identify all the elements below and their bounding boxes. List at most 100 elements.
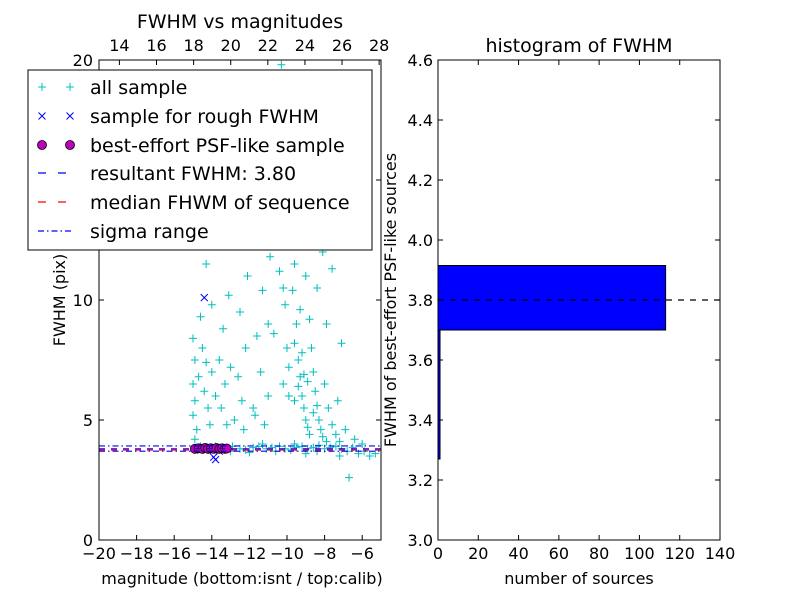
scatter-point-rough-sample xyxy=(200,293,209,302)
legend-label: all sample xyxy=(90,77,187,99)
scatter-point-all-sample xyxy=(264,320,273,328)
histogram-x-axis-label: number of sources xyxy=(504,569,654,588)
hist-y-tick-label: 4.6 xyxy=(408,51,433,70)
scatter-point-all-sample xyxy=(222,420,231,429)
scatter-point-all-sample xyxy=(249,404,258,412)
scatter-point-all-sample xyxy=(196,312,205,321)
scatter-point-all-sample xyxy=(309,368,318,376)
scatter-point-all-sample xyxy=(345,473,354,482)
hist-y-tick-label: 4.0 xyxy=(408,231,433,250)
scatter-point-all-sample xyxy=(288,286,297,295)
hist-x-tick-label: 20 xyxy=(468,544,488,563)
scatter-point-all-sample xyxy=(260,420,269,429)
scatter-point-all-sample xyxy=(202,260,211,268)
scatter-point-all-sample xyxy=(198,344,207,352)
top-tick-label: 14 xyxy=(109,36,129,55)
scatter-point-all-sample xyxy=(226,363,235,372)
scatter-point-all-sample xyxy=(189,334,197,343)
scatter-point-all-sample xyxy=(205,420,214,429)
histogram-title: histogram of FWHM xyxy=(485,35,672,57)
scatter-point-all-sample xyxy=(358,440,367,448)
scatter-point-all-sample xyxy=(283,344,291,352)
x-tick-label: −14 xyxy=(195,544,229,563)
hist-x-tick-label: 0 xyxy=(433,544,443,563)
scatter-point-all-sample xyxy=(298,392,307,400)
scatter-point-all-sample xyxy=(335,437,344,446)
scatter-point-all-sample xyxy=(207,368,216,376)
scatter-x-axis-label: magnitude (bottom:isnt / top:calib) xyxy=(101,569,382,588)
hist-y-tick-label: 3.6 xyxy=(408,351,433,370)
scatter-point-all-sample xyxy=(243,272,252,280)
scatter-point-all-sample xyxy=(200,387,209,396)
scatter-point-all-sample xyxy=(350,435,359,444)
scatter-point-all-sample xyxy=(298,348,307,357)
scatter-point-all-sample xyxy=(245,448,254,457)
scatter-point-all-sample xyxy=(313,284,322,292)
scatter-point-all-sample xyxy=(309,408,318,417)
scatter-point-all-sample xyxy=(333,396,342,405)
scatter-point-all-sample xyxy=(294,356,303,364)
y-tick-label: 10 xyxy=(73,291,93,310)
top-tick-label: 28 xyxy=(369,36,389,55)
top-tick-label: 18 xyxy=(183,36,203,55)
legend-marker-plus xyxy=(66,83,74,91)
scatter-point-all-sample xyxy=(256,368,265,376)
hist-x-tick-label: 80 xyxy=(589,544,609,563)
scatter-point-all-sample xyxy=(322,320,331,328)
histogram-bar xyxy=(437,265,667,331)
scatter-point-all-sample xyxy=(303,423,312,432)
scatter-point-all-sample xyxy=(190,396,199,405)
scatter-point-all-sample xyxy=(281,300,290,309)
scatter-point-all-sample xyxy=(322,437,331,446)
scatter-point-all-sample xyxy=(299,370,308,379)
scatter-point-all-sample xyxy=(299,404,308,412)
scatter-point-all-sample xyxy=(239,425,248,434)
scatter-point-all-sample xyxy=(219,324,228,333)
y-tick-label: 20 xyxy=(73,51,93,70)
hist-y-tick-label: 3.0 xyxy=(408,531,433,550)
histogram-panel: 0 20 40 60 80 100 120 140 3.0 3.2 3.4 3.6 3.8 4.0 4.2 4… xyxy=(381,35,735,588)
legend-marker-circle xyxy=(37,140,47,150)
scatter-title: FWHM vs magnitudes xyxy=(137,11,343,33)
scatter-point-all-sample xyxy=(190,435,199,444)
scatter-point-all-sample xyxy=(290,440,299,448)
scatter-point-all-sample xyxy=(192,425,201,434)
histogram-y-axis-label: FWHM of best-effort PSF-like sources xyxy=(381,153,400,447)
hist-y-tick-label: 3.8 xyxy=(408,291,433,310)
scatter-point-all-sample xyxy=(237,396,246,405)
x-tick-label: −16 xyxy=(157,544,191,563)
legend-label: median FHWM of sequence xyxy=(90,192,350,214)
scatter-point-all-sample xyxy=(337,339,346,348)
scatter-point-all-sample xyxy=(290,260,299,268)
scatter-point-all-sample xyxy=(190,356,199,364)
scatter-point-all-sample xyxy=(311,387,320,396)
scatter-point-all-sample xyxy=(292,320,301,328)
scatter-point-all-sample xyxy=(241,344,250,352)
scatter-point-all-sample xyxy=(217,404,226,412)
scatter-point-all-sample xyxy=(316,425,325,434)
scatter-point-all-sample xyxy=(331,430,340,439)
hist-y-tick-label: 4.2 xyxy=(408,171,433,190)
scatter-point-all-sample xyxy=(341,425,350,434)
hist-x-tick-label: 140 xyxy=(705,544,736,563)
scatter-point-all-sample xyxy=(371,449,380,458)
scatter-point-all-sample xyxy=(290,396,299,405)
hist-x-tick-label: 100 xyxy=(624,544,655,563)
scatter-point-all-sample xyxy=(258,440,267,448)
scatter-point-all-sample xyxy=(314,441,323,450)
scatter-point-all-sample xyxy=(207,300,216,309)
scatter-point-all-sample xyxy=(230,416,239,424)
scatter-point-all-sample xyxy=(301,272,310,280)
scatter-point-all-sample xyxy=(258,286,267,295)
scatter-point-all-sample xyxy=(269,329,278,338)
x-tick-label: −12 xyxy=(233,544,267,563)
x-tick-label: −18 xyxy=(120,544,154,563)
x-tick-label: −8 xyxy=(313,544,337,563)
legend-marker-x xyxy=(66,112,74,120)
scatter-point-all-sample xyxy=(307,344,316,352)
scatter-point-all-sample xyxy=(365,452,374,460)
y-tick-label: 0 xyxy=(83,531,93,550)
legend-marker-x xyxy=(38,112,46,120)
scatter-point-all-sample xyxy=(224,291,233,300)
